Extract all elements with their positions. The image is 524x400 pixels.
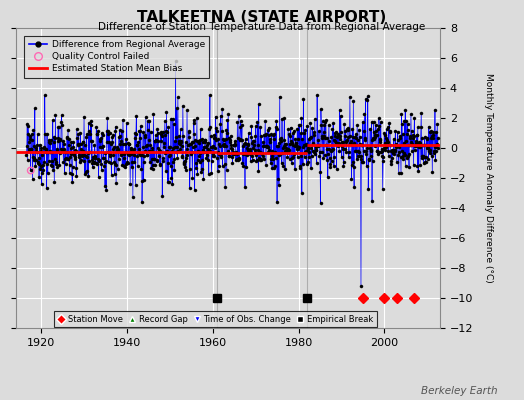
Point <box>27 167 35 174</box>
Legend: Station Move, Record Gap, Time of Obs. Change, Empirical Break: Station Move, Record Gap, Time of Obs. C… <box>53 311 377 327</box>
Y-axis label: Monthly Temperature Anomaly Difference (°C): Monthly Temperature Anomaly Difference (… <box>485 73 494 283</box>
Text: Berkeley Earth: Berkeley Earth <box>421 386 498 396</box>
Text: Difference of Station Temperature Data from Regional Average: Difference of Station Temperature Data f… <box>99 22 425 32</box>
Text: TALKEETNA (STATE AIRPORT): TALKEETNA (STATE AIRPORT) <box>137 10 387 25</box>
